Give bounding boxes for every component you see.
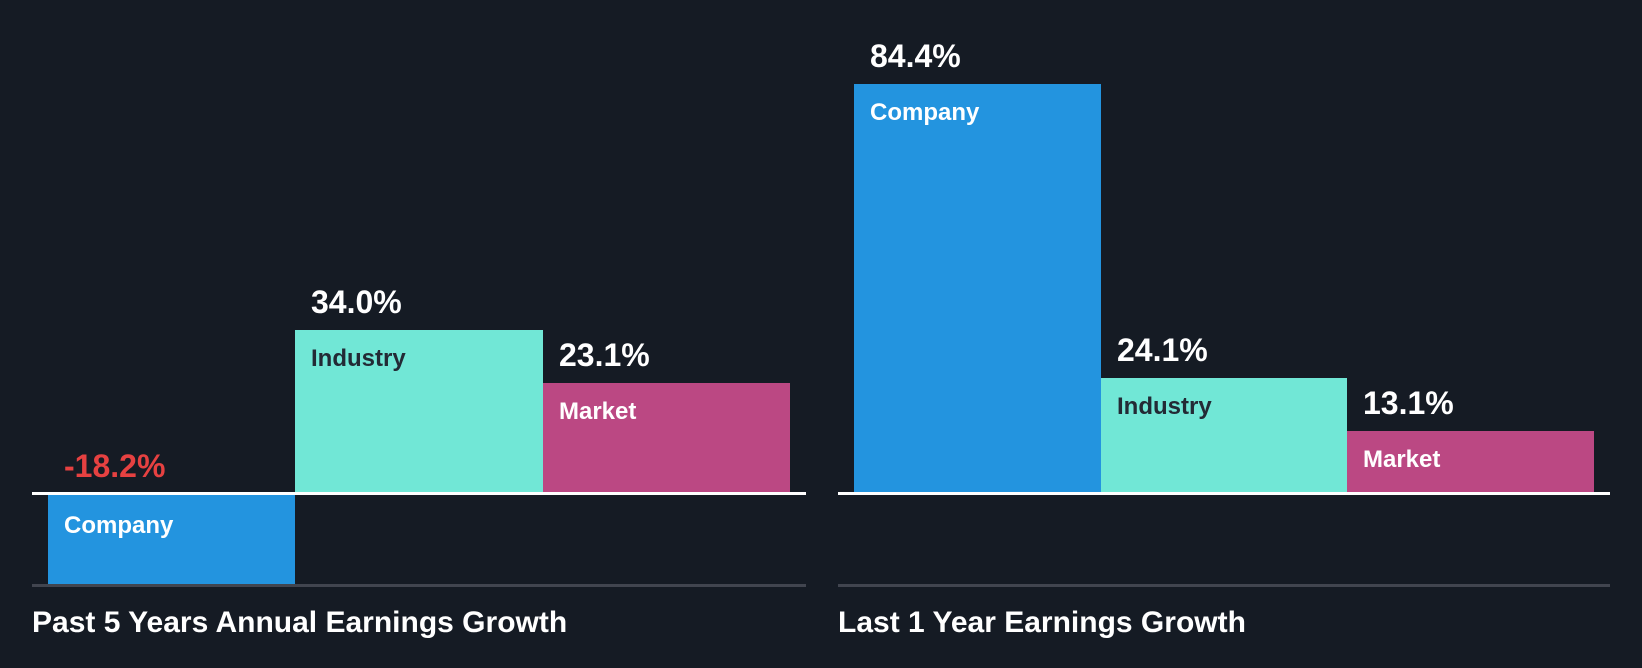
bar-company: Company bbox=[48, 494, 295, 584]
value-market: 23.1% bbox=[559, 337, 650, 373]
value-company: 84.4% bbox=[870, 38, 961, 74]
bar-label-company: Company bbox=[64, 512, 174, 539]
zero-line bbox=[838, 492, 1610, 495]
value-market: 13.1% bbox=[1363, 385, 1454, 421]
bar-industry: Industry bbox=[295, 330, 543, 494]
chart-title: Last 1 Year Earnings Growth bbox=[838, 606, 1246, 639]
value-industry: 34.0% bbox=[311, 284, 402, 320]
bar-market: Market bbox=[1347, 431, 1594, 494]
bar-label-market: Market bbox=[1363, 446, 1441, 473]
bar-label-industry: Industry bbox=[311, 345, 406, 372]
value-company: -18.2% bbox=[64, 448, 166, 484]
bar-market: Market bbox=[543, 383, 790, 494]
value-industry: 24.1% bbox=[1117, 332, 1208, 368]
bar-label-company: Company bbox=[870, 99, 980, 126]
axis-baseline bbox=[838, 584, 1610, 587]
axis-baseline bbox=[32, 584, 806, 587]
bar-label-market: Market bbox=[559, 398, 637, 425]
bar-label-industry: Industry bbox=[1117, 393, 1212, 420]
bar-industry: Industry bbox=[1101, 378, 1347, 494]
zero-line bbox=[32, 492, 806, 495]
chart-title: Past 5 Years Annual Earnings Growth bbox=[32, 606, 568, 639]
bar-company: Company bbox=[854, 84, 1101, 494]
